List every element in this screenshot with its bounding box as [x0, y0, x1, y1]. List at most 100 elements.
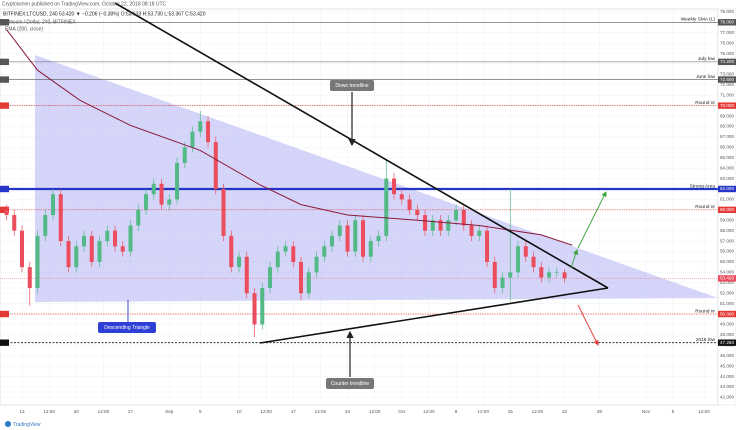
- y-tick-label: 63.000: [720, 176, 734, 181]
- y-tick-label: 69.000: [720, 113, 734, 118]
- x-tick-label: 22: [562, 409, 568, 414]
- y-tick-label: 58.000: [720, 228, 734, 233]
- candle-body: [128, 225, 133, 252]
- level-price: 62.000: [720, 186, 734, 191]
- candle-body: [213, 142, 218, 189]
- x-tick-label: 12:00: [43, 409, 55, 414]
- candle-body: [299, 261, 304, 294]
- y-tick-label: 67.000: [720, 134, 734, 139]
- level-price-box-left: [0, 19, 9, 26]
- level-name: Weekly SMA (L): [681, 17, 716, 23]
- published-line: Cryptoismen published on TradingView.com…: [2, 1, 167, 7]
- candle-body: [314, 256, 319, 273]
- candle-body: [399, 194, 404, 200]
- candle-body: [415, 209, 420, 216]
- candle-body: [35, 235, 40, 288]
- y-tick-label: 76.000: [720, 40, 734, 45]
- candle-body: [237, 256, 242, 268]
- last-price: 53.420: [720, 276, 734, 281]
- indicator-name: EMA (200, close): [5, 26, 43, 32]
- candle-body: [407, 199, 412, 210]
- footer-brand: TradingView: [13, 422, 41, 428]
- x-tick-label: Oct: [398, 409, 406, 414]
- candle-body: [461, 209, 466, 226]
- y-tick-label: 42.000: [720, 395, 734, 400]
- candle-body: [430, 220, 435, 231]
- level-name: 2018 low: [696, 337, 716, 343]
- candle-body: [221, 188, 226, 236]
- y-tick-label: 54.000: [720, 270, 734, 275]
- x-tick-label: 27: [128, 409, 134, 414]
- candle-body: [322, 246, 327, 257]
- candle-body: [283, 246, 288, 252]
- candle-body: [492, 261, 497, 288]
- note-text: Descending Triangle: [104, 325, 150, 331]
- drawings: Down trendline Counter trendline Descend…: [98, 2, 609, 389]
- y-tick-label: 71.000: [720, 92, 734, 97]
- level-price-box-left: [0, 58, 9, 66]
- x-tick-label: 24: [345, 409, 351, 414]
- y-tick-label: 73.000: [720, 72, 734, 77]
- level-price-box-left: [0, 310, 9, 318]
- y-tick-label: 53.000: [720, 280, 734, 285]
- level-price-box: [718, 310, 736, 318]
- candle-body: [244, 256, 249, 294]
- candle-body: [523, 246, 528, 257]
- bull-arrow: [577, 191, 607, 249]
- descending-triangle-zone: [35, 55, 718, 302]
- x-tick-label: 12:00: [98, 409, 110, 414]
- x-tick-label: 29: [597, 409, 603, 414]
- candle-body: [516, 246, 521, 273]
- x-tick-label: 12:00: [423, 409, 435, 414]
- candle-body: [82, 235, 87, 247]
- candle-body: [361, 220, 366, 257]
- candle-body: [477, 230, 482, 236]
- y-tick-label: 48.000: [720, 332, 734, 337]
- y-tick-label: 57.000: [720, 238, 734, 243]
- level-price: 50.000: [720, 311, 734, 316]
- x-tick-label: 17: [291, 409, 297, 414]
- candle-body: [66, 241, 71, 268]
- candle-body: [89, 235, 94, 262]
- candle-body: [539, 267, 544, 278]
- candle-body: [260, 287, 265, 325]
- candle-body: [446, 220, 451, 231]
- x-tick-label: 12:00: [315, 409, 327, 414]
- candle-body: [4, 209, 9, 216]
- candle-body: [58, 194, 63, 242]
- candle-body: [206, 121, 211, 143]
- y-tick-label: 55.000: [720, 259, 734, 264]
- candle-body: [392, 178, 397, 195]
- candle-body: [74, 246, 79, 268]
- note-text: Counter trendline: [331, 381, 370, 387]
- x-tick-label: Sep: [165, 409, 174, 414]
- note-text: Down trendline: [335, 83, 369, 89]
- level-price-box: [718, 206, 736, 214]
- counter-trendline: [259, 287, 609, 344]
- candle-body: [159, 183, 164, 205]
- candle-body: [51, 194, 56, 216]
- candle-body: [554, 272, 559, 273]
- down-trendline: [114, 2, 609, 289]
- level-name: Round nr: [695, 100, 715, 106]
- last-price-box: [718, 275, 736, 282]
- quote-line: BITFINEX:LTCUSD, 240 53.420 ▼ −0.206 (−0…: [3, 11, 206, 17]
- level-price: 78.000: [720, 19, 734, 24]
- x-tick-label: 12:00: [477, 409, 489, 414]
- x-tick-label: 12:00: [698, 409, 710, 414]
- candle-body: [229, 235, 234, 268]
- level-price-box-left: [0, 102, 9, 109]
- logo: [5, 421, 11, 427]
- candle-body: [252, 293, 257, 325]
- y-tick-label: 66.000: [720, 145, 734, 150]
- level-price: 60.000: [720, 207, 734, 212]
- candle-body: [423, 215, 428, 231]
- y-tick-label: 65.000: [720, 155, 734, 160]
- x-tick-label: 5: [672, 409, 675, 414]
- level-price-box: [718, 339, 736, 346]
- y-tick-label: 52.000: [720, 290, 734, 295]
- x-tick-label: 12:00: [260, 409, 272, 414]
- candle-body: [182, 147, 187, 163]
- x-tick-label: 12:00: [532, 409, 544, 414]
